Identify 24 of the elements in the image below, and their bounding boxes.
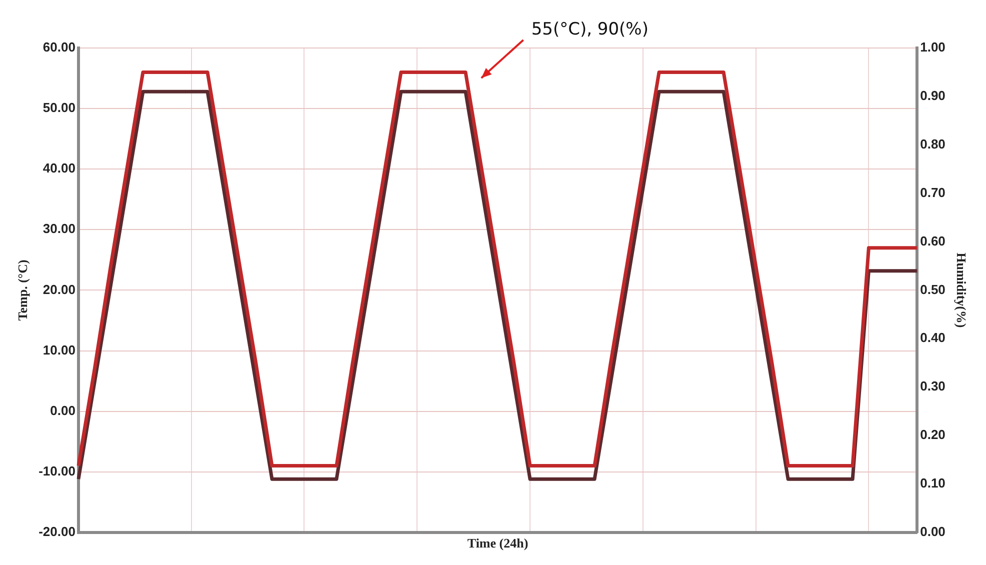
y2-tick-label: 0.50 — [920, 282, 946, 297]
y2-tick-label: 0.00 — [920, 524, 946, 539]
y-tick-label: -20.00 — [38, 524, 76, 539]
y-tick-label: -10.00 — [38, 463, 76, 478]
y2-tick-label: 0.90 — [920, 88, 946, 104]
y2-tick-label: 0.60 — [920, 233, 946, 248]
y-tick-label: 30.00 — [42, 221, 76, 236]
y2-tick-label: 0.30 — [920, 378, 946, 394]
y-axis-title: Temp. (°C) — [15, 260, 30, 321]
y2-tick-label: 0.70 — [920, 184, 946, 200]
y2-tick-label: 1.00 — [920, 40, 946, 55]
y2-tick-label: 0.40 — [920, 330, 946, 346]
text: 55(°C), 90(%) — [531, 19, 648, 40]
y-tick-label: 60.00 — [42, 40, 76, 55]
y2-tick-label: 0.80 — [920, 136, 946, 152]
y2-axis-title: Humidity(%) — [954, 252, 969, 328]
y2-tick-label: 0.10 — [920, 476, 946, 491]
x-axis-title: Time (24h) — [467, 536, 528, 551]
y-tick-label: 10.00 — [42, 342, 76, 358]
y-tick-label: 0.00 — [50, 402, 76, 418]
y-tick-label: 20.00 — [42, 282, 76, 297]
y-tick-label: 40.00 — [42, 160, 76, 176]
y2-tick-label: 0.20 — [920, 427, 946, 442]
y-tick-label: 50.00 — [42, 100, 76, 116]
